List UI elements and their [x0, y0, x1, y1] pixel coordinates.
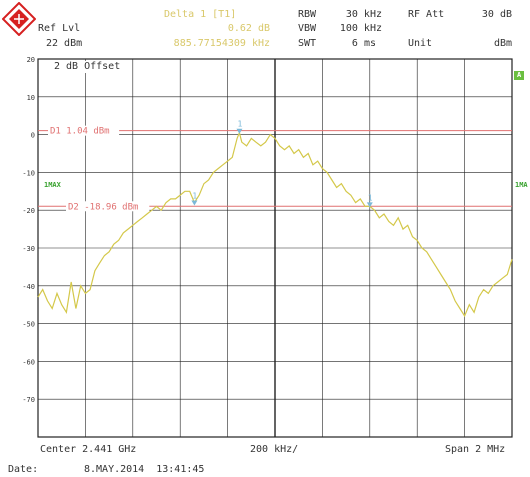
y-tick-label: -10: [22, 169, 35, 177]
vbw-value: 100 kHz: [339, 23, 382, 34]
y-tick-label: 20: [27, 56, 35, 64]
trace-a-tag: A: [514, 71, 525, 80]
y-tick-label: 0: [31, 132, 35, 140]
marker-label: 1: [368, 193, 373, 202]
rbw-value: 30 kHz: [345, 9, 382, 20]
swt-value: 6 ms: [351, 38, 376, 49]
graticule: [37, 58, 513, 438]
division-label: 200 kHz/: [250, 444, 299, 455]
rf-att-value: 30 dB: [481, 9, 512, 20]
offset-label: 2 dB Offset: [52, 61, 123, 73]
y-axis-labels: 20 10 0 -10 -20 -30 -40 -50 -60 -70: [22, 56, 35, 404]
trace-right-label: 1MA: [515, 181, 528, 189]
rbw-label: RBW: [298, 9, 317, 20]
markers: 1 1 1: [191, 120, 373, 208]
date-label: Date:: [8, 464, 39, 475]
ref-lvl-value: 22 dBm: [46, 38, 83, 49]
y-tick-label: -20: [22, 207, 35, 215]
date-value: 8.MAY.2014 13:41:45: [84, 464, 205, 475]
rs-logo-icon: [1, 1, 37, 37]
y-tick-label: -40: [22, 283, 35, 291]
display-line-label-bg: [48, 125, 120, 136]
marker-frequency: 885.77154309 kHz: [173, 38, 270, 49]
swt-label: SWT: [298, 38, 317, 49]
unit-value: dBm: [493, 38, 512, 49]
marker-label: 1: [192, 192, 197, 201]
ref-lvl-label: Ref Lvl: [38, 23, 81, 34]
vbw-label: VBW: [298, 23, 317, 34]
rs-logo: [1, 1, 37, 37]
unit-label: Unit: [408, 38, 433, 49]
y-tick-label: -60: [22, 358, 35, 366]
marker-label: 1: [237, 120, 242, 129]
rf-att-label: RF Att: [408, 9, 445, 20]
marker-triangle: [191, 200, 198, 206]
marker-triangle: [366, 202, 373, 208]
trace-left-label: 1MAX: [44, 181, 61, 189]
y-tick-label: 10: [27, 94, 35, 102]
trace-1: [37, 130, 513, 318]
marker-triangle: [236, 128, 243, 134]
y-tick-label: -50: [22, 321, 35, 329]
y-tick-label: -70: [22, 396, 35, 404]
marker-title: Delta 1 [T1]: [164, 9, 237, 20]
display-line-label-bg: [66, 201, 150, 212]
span-label: Span 2 MHz: [445, 444, 506, 455]
marker-level: 0.62 dB: [227, 23, 270, 34]
display-line-label: D1 1.04 dBm: [50, 127, 110, 137]
display-lines: D1 1.04 dBm D2 -18.96 dBm: [38, 125, 512, 212]
y-tick-label: -30: [22, 245, 35, 253]
display-line-label: D2 -18.96 dBm: [68, 202, 138, 212]
center-frequency: Center 2.441 GHz: [40, 444, 137, 455]
